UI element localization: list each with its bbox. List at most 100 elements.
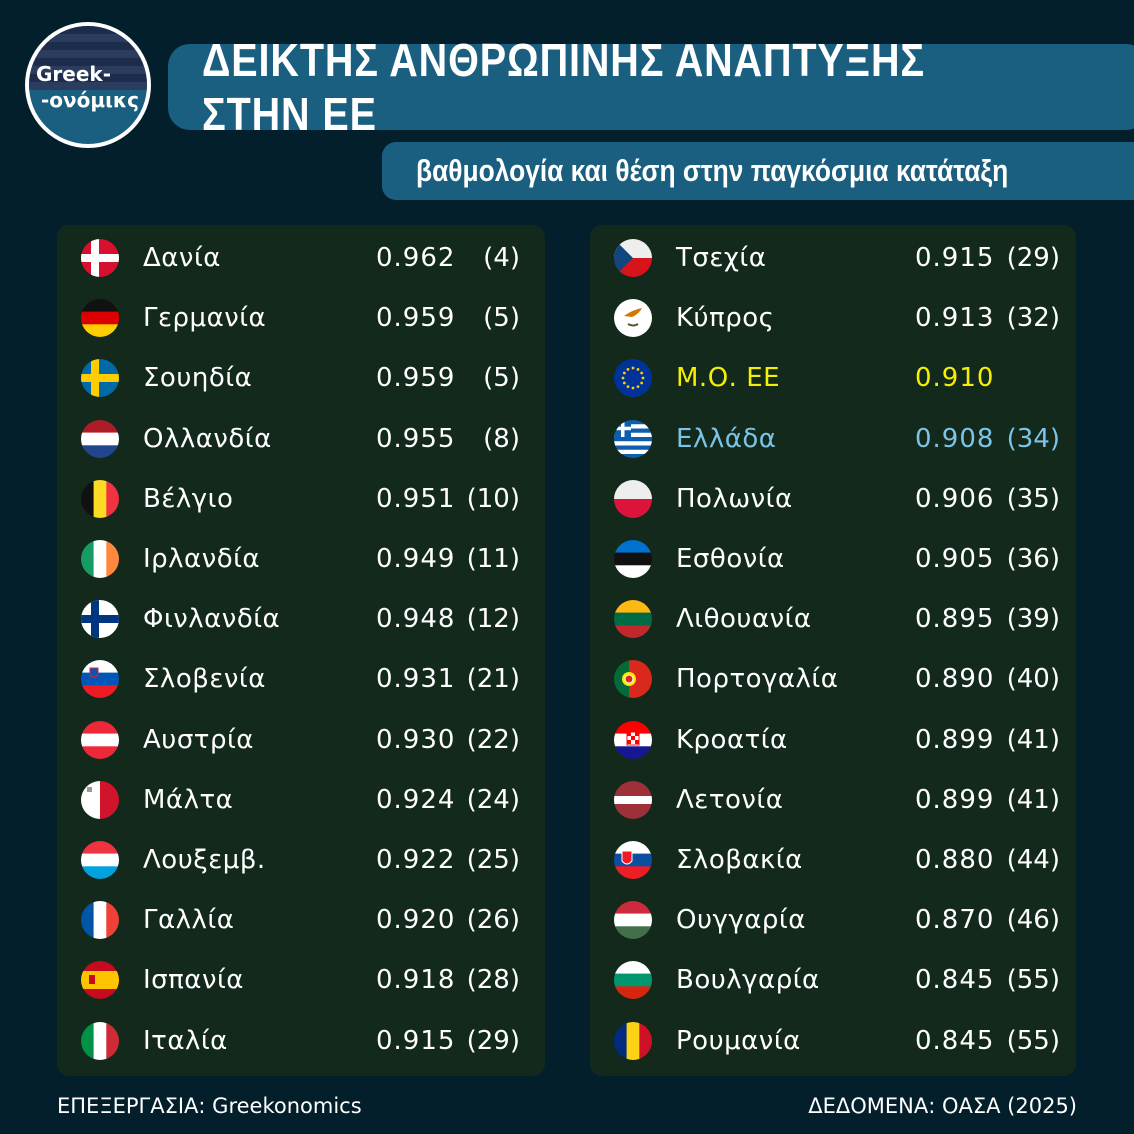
world-rank: (32) xyxy=(1006,303,1060,334)
table-row: Ρουμανία 0.845 (55) xyxy=(590,1011,1076,1071)
world-rank: (8) xyxy=(483,423,520,454)
table-row: Φινλανδία 0.948 (12) xyxy=(57,589,545,649)
world-rank: (10) xyxy=(466,483,520,514)
table-row: Αυστρία 0.930 (22) xyxy=(57,710,545,770)
table-row: Βέλγιο 0.951 (10) xyxy=(57,469,545,529)
luxembourg-flag-icon xyxy=(81,841,119,879)
title-text: ΔΕΙΚΤΗΣ ΑΝΘΡΩΠΙΝΗΣ ΑΝΑΠΤΥΞΗΣ ΣΤΗΝ ΕΕ xyxy=(202,34,926,140)
country-name: Πορτογαλία xyxy=(676,664,839,695)
country-name: Αυστρία xyxy=(143,724,254,755)
netherlands-flag-icon xyxy=(81,419,119,458)
logo-text-1: Greek- xyxy=(36,62,112,86)
table-row: Λουξεμβ. 0.922 (25) xyxy=(57,830,545,890)
country-name: Ιταλία xyxy=(143,1025,228,1056)
country-name: Ρουμανία xyxy=(676,1025,801,1056)
world-rank: (41) xyxy=(1006,784,1060,815)
world-rank: (34) xyxy=(1006,423,1060,454)
table-row: Ιρλανδία 0.949 (11) xyxy=(57,529,545,589)
table-row: Σλοβενία 0.931 (21) xyxy=(57,649,545,709)
hdi-score: 0.905 xyxy=(915,544,995,574)
table-row: Ελλάδα 0.908 (34) xyxy=(590,409,1076,469)
world-rank: (21) xyxy=(466,664,520,695)
table-row: Ιταλία 0.915 (29) xyxy=(57,1011,545,1071)
table-row: Τσεχία 0.915 (29) xyxy=(590,228,1076,288)
country-name: Σλοβακία xyxy=(676,845,803,875)
world-rank: (11) xyxy=(466,544,520,574)
malta-flag-icon xyxy=(81,780,119,819)
country-name: Γερμανία xyxy=(143,303,267,334)
country-name: Ισπανία xyxy=(143,965,244,996)
world-rank: (44) xyxy=(1006,845,1060,875)
table-row: Μάλτα 0.924 (24) xyxy=(57,770,545,830)
table-row: Κροατία 0.899 (41) xyxy=(590,710,1076,770)
world-rank: (46) xyxy=(1006,905,1060,936)
hdi-score: 0.910 xyxy=(915,363,995,394)
hdi-score: 0.845 xyxy=(915,1025,995,1056)
table-row: Μ.Ο. ΕΕ 0.910 xyxy=(590,348,1076,408)
world-rank: (26) xyxy=(466,905,520,936)
world-rank: (5) xyxy=(483,303,520,334)
country-name: Σουηδία xyxy=(143,363,253,394)
hdi-score: 0.890 xyxy=(915,664,995,695)
country-name: Τσεχία xyxy=(676,243,767,273)
estonia-flag-icon xyxy=(614,540,652,578)
table-row: Εσθονία 0.905 (36) xyxy=(590,529,1076,589)
table-row: Πολωνία 0.906 (35) xyxy=(590,469,1076,529)
world-rank: (55) xyxy=(1006,1025,1060,1056)
hdi-score: 0.870 xyxy=(915,905,995,936)
world-rank: (22) xyxy=(466,724,520,755)
hdi-score: 0.962 xyxy=(376,243,456,273)
country-name: Μάλτα xyxy=(143,784,234,815)
country-name: Πολωνία xyxy=(676,483,793,514)
world-rank: (24) xyxy=(466,784,520,815)
country-name: Βέλγιο xyxy=(143,483,234,514)
hdi-score: 0.951 xyxy=(376,483,456,514)
country-name: Μ.Ο. ΕΕ xyxy=(676,363,781,394)
table-row: Ουγγαρία 0.870 (46) xyxy=(590,890,1076,950)
world-rank: (29) xyxy=(466,1025,520,1056)
country-name: Βουλγαρία xyxy=(676,965,820,996)
hdi-score: 0.915 xyxy=(915,243,995,273)
table-row: Ισπανία 0.918 (28) xyxy=(57,950,545,1010)
croatia-flag-icon xyxy=(614,720,652,759)
country-name: Ελλάδα xyxy=(676,423,777,454)
page-title: ΔΕΙΚΤΗΣ ΑΝΘΡΩΠΙΝΗΣ ΑΝΑΠΤΥΞΗΣ ΣΤΗΝ ΕΕ xyxy=(168,34,1134,140)
world-rank: (12) xyxy=(466,604,520,635)
world-rank: (39) xyxy=(1006,604,1060,635)
hdi-score: 0.959 xyxy=(376,303,456,334)
hdi-score: 0.930 xyxy=(376,724,456,755)
page-subtitle: βαθμολογία και θέση στην παγκόσμια κατάτ… xyxy=(382,142,1134,200)
hungary-flag-icon xyxy=(614,901,652,940)
world-rank: (4) xyxy=(483,243,520,273)
greekonomics-logo: Greek- -ονόμικς xyxy=(25,22,151,148)
cyprus-flag-icon xyxy=(614,299,652,338)
czechia-flag-icon xyxy=(614,239,652,277)
table-row: Κύπρος 0.913 (32) xyxy=(590,288,1076,348)
table-row: Σουηδία 0.959 (5) xyxy=(57,348,545,408)
poland-flag-icon xyxy=(614,479,652,518)
hdi-score: 0.922 xyxy=(376,845,456,875)
world-rank: (25) xyxy=(466,845,520,875)
hdi-score: 0.959 xyxy=(376,363,456,394)
world-rank: (28) xyxy=(466,965,520,996)
hdi-score: 0.931 xyxy=(376,664,456,695)
spain-flag-icon xyxy=(81,961,119,1000)
table-row: Σλοβακία 0.880 (44) xyxy=(590,830,1076,890)
finland-flag-icon xyxy=(81,600,119,639)
hdi-score: 0.906 xyxy=(915,483,995,514)
slovenia-flag-icon xyxy=(81,660,119,699)
hdi-score: 0.918 xyxy=(376,965,456,996)
country-name: Ολλανδία xyxy=(143,423,272,454)
greece-flag-icon xyxy=(614,419,652,458)
right-table-panel: Τσεχία 0.915 (29) Κύπρος 0.913 (32) Μ.Ο.… xyxy=(590,225,1076,1076)
hdi-score: 0.895 xyxy=(915,604,995,635)
table-row: Δανία 0.962 (4) xyxy=(57,228,545,288)
world-rank: (40) xyxy=(1006,664,1060,695)
world-rank: (36) xyxy=(1006,544,1060,574)
latvia-flag-icon xyxy=(614,780,652,819)
denmark-flag-icon xyxy=(81,239,119,277)
bulgaria-flag-icon xyxy=(614,961,652,1000)
country-name: Σλοβενία xyxy=(143,664,266,695)
table-row: Γαλλία 0.920 (26) xyxy=(57,890,545,950)
subtitle-text: βαθμολογία και θέση στην παγκόσμια κατάτ… xyxy=(416,153,1009,188)
